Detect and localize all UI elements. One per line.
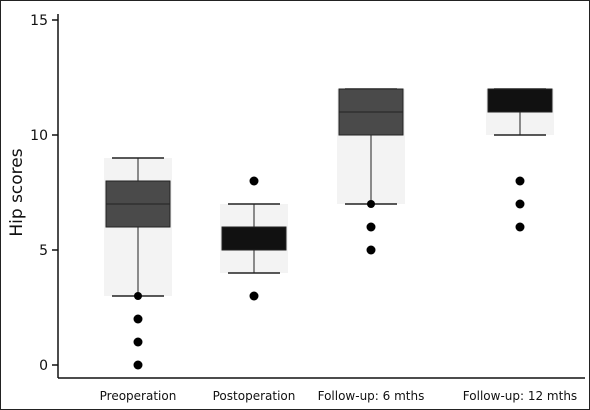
y-ticks: 0 5 10 15 xyxy=(30,13,58,374)
axes xyxy=(57,14,585,379)
category-label: Postoperation xyxy=(213,389,296,403)
category-label: Follow-up: 6 mths xyxy=(318,389,425,403)
whisker-end-point xyxy=(367,200,375,208)
outlier-point xyxy=(133,314,143,324)
box-4 xyxy=(486,88,554,232)
outlier-point xyxy=(249,291,259,301)
y-tick-label: 10 xyxy=(30,128,48,144)
y-axis-title: Hip scores xyxy=(7,148,27,236)
whisker-end-point xyxy=(134,292,142,300)
y-tick-label: 5 xyxy=(39,243,48,259)
category-label: Follow-up: 12 mths xyxy=(463,389,577,403)
y-tick-label: 15 xyxy=(30,13,48,29)
outlier-point xyxy=(366,245,376,255)
outlier-point xyxy=(515,199,525,209)
outlier-point xyxy=(133,360,143,370)
box-iqr xyxy=(487,88,553,113)
box-iqr xyxy=(221,226,287,251)
category-label: Preoperation xyxy=(100,389,177,403)
outlier-point xyxy=(515,222,525,232)
box-2 xyxy=(220,176,288,301)
box-1 xyxy=(104,157,172,370)
boxes xyxy=(104,88,554,370)
box-3 xyxy=(337,88,405,255)
y-tick-label: 0 xyxy=(39,358,48,374)
outlier-point xyxy=(366,222,376,232)
outlier-point xyxy=(249,176,259,186)
category-labels: Preoperation Postoperation Follow-up: 6 mt… xyxy=(100,389,578,403)
outlier-point xyxy=(515,176,525,186)
outlier-point xyxy=(133,337,143,347)
